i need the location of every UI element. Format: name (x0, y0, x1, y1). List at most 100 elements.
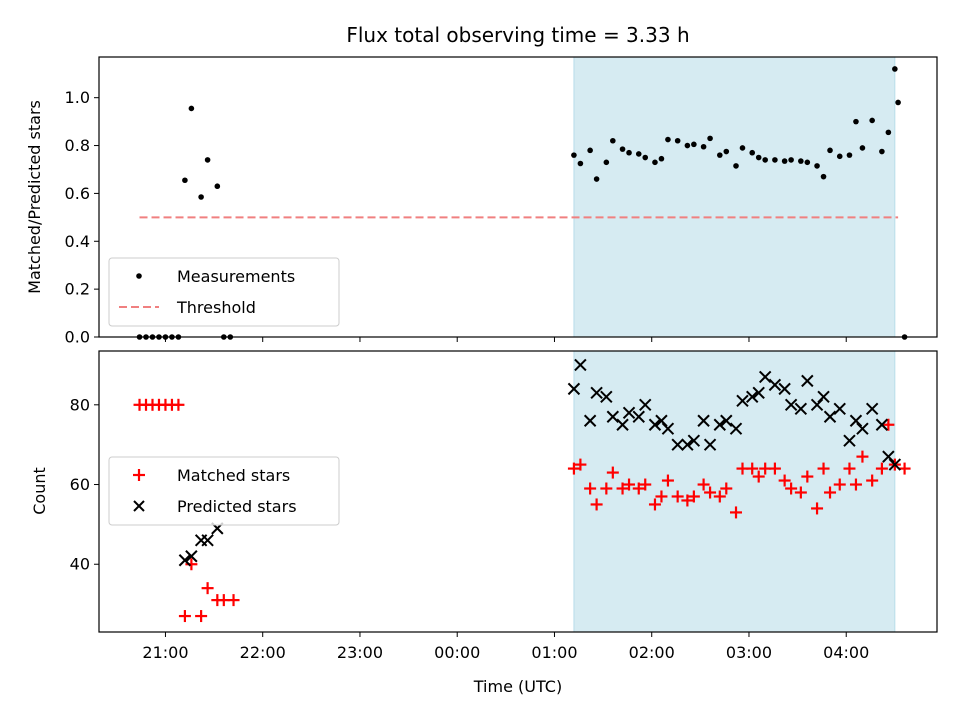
predicted-star-point (201, 534, 214, 547)
measurement-point (577, 160, 584, 167)
measurement-point (869, 117, 875, 124)
matched-star-point (801, 470, 814, 483)
matched-star-point (195, 610, 208, 623)
measurement-point (214, 183, 221, 190)
top-legend-box (108, 257, 340, 327)
top-axes-frame (98, 56, 938, 338)
measurement-point (635, 151, 642, 157)
legend-matched-label: Matched stars (177, 466, 290, 485)
measurement-point (885, 129, 892, 136)
predicted-star-point (888, 458, 902, 471)
matched-star-points (133, 398, 911, 623)
matched-star-point (778, 474, 791, 487)
predicted-star-point (622, 406, 636, 419)
matched-star-point (866, 474, 879, 487)
matched-star-point (882, 418, 895, 431)
matched-star-point (875, 462, 888, 475)
predicted-star-point (729, 422, 743, 435)
top-y-ticks: 0.0 0.2 0.4 0.6 0.8 1.0 (65, 88, 99, 347)
predicted-star-point (687, 434, 701, 447)
matched-star-point (768, 462, 781, 475)
predicted-star-point (648, 418, 662, 431)
chart-title: Flux total observing time = 3.33 h (346, 23, 689, 47)
matched-star-point (661, 474, 674, 487)
predicted-star-point (875, 418, 889, 431)
matched-star-point (590, 498, 603, 511)
measurement-point (895, 99, 901, 106)
y-tick-label: 0.8 (65, 136, 90, 155)
measurement-point (859, 145, 866, 151)
x-tick-label: 22:00 (240, 643, 286, 662)
measurement-point (733, 163, 739, 169)
measurement-point (827, 147, 833, 154)
predicted-star-point (661, 422, 675, 435)
measurement-point (781, 158, 788, 164)
x-tick-label: 04:00 (823, 643, 869, 662)
x-tick-label: 21:00 (142, 643, 188, 662)
legend-predicted-label: Predicted stars (177, 497, 297, 516)
predicted-star-point (185, 550, 198, 563)
matched-star-point (616, 482, 629, 495)
matched-star-point (817, 462, 830, 475)
measurement-point (853, 118, 859, 125)
legend-matched-marker (133, 469, 145, 481)
y-tick-label: 0.6 (65, 184, 90, 203)
measurement-point (788, 157, 794, 163)
measurement-point (204, 157, 211, 163)
predicted-star-point (671, 438, 684, 451)
predicted-star-point (639, 398, 652, 412)
measurement-point (749, 149, 756, 156)
measurement-point (665, 136, 671, 143)
matched-star-point (856, 450, 869, 463)
predicted-star-point (768, 378, 782, 392)
matched-star-point (671, 490, 684, 503)
legend-measurements-marker (136, 273, 142, 279)
predicted-star-point (752, 386, 765, 400)
matched-star-point (681, 494, 694, 507)
x-tick-label: 03:00 (726, 643, 772, 662)
matched-star-point (898, 462, 911, 475)
measurement-point (798, 158, 804, 164)
bottom-x-axis-label: Time (UTC) (473, 677, 562, 696)
matched-star-point (201, 582, 214, 595)
predicted-star-point (736, 394, 749, 408)
matched-star-point (632, 482, 645, 495)
measurement-point (846, 152, 853, 158)
matched-star-point (720, 482, 733, 495)
measurement-points (136, 66, 908, 340)
measurement-point (642, 154, 649, 161)
measurement-point (879, 148, 885, 155)
predicted-star-point (810, 398, 824, 412)
predicted-star-point (697, 414, 710, 427)
predicted-star-point (865, 402, 879, 416)
predicted-star-points (178, 358, 902, 567)
y-tick-label: 0.4 (65, 232, 90, 251)
top-legend: Measurements Threshold (108, 257, 340, 327)
matched-star-point (687, 490, 700, 503)
matched-star-point (752, 470, 765, 483)
measurement-point (571, 152, 577, 158)
measurement-point (603, 159, 610, 166)
matched-star-point (600, 482, 613, 495)
measurement-point (700, 143, 707, 150)
bottom-x-ticks: 21:00 22:00 23:00 00:00 01:00 02:00 03:00 04:00 (142, 632, 869, 662)
bottom-shaded-region (573, 350, 896, 633)
matched-star-point (574, 458, 587, 471)
measurement-point (652, 159, 658, 166)
y-tick-label: 1.0 (65, 88, 90, 107)
predicted-star-point (856, 422, 869, 435)
matched-star-point (794, 486, 807, 499)
top-x-ticks (164, 337, 847, 342)
top-y-axis-label: Matched/Predicted stars (25, 100, 44, 294)
predicted-star-point (849, 414, 863, 427)
predicted-star-point (178, 554, 192, 567)
predicted-star-point (746, 390, 759, 404)
predicted-star-point (801, 374, 814, 388)
bottom-axes-frame (98, 350, 938, 633)
matched-star-point (655, 490, 668, 503)
measurement-point (804, 159, 811, 166)
predicted-star-point (616, 418, 629, 431)
matched-star-point (746, 462, 759, 475)
matched-star-point (785, 482, 798, 495)
